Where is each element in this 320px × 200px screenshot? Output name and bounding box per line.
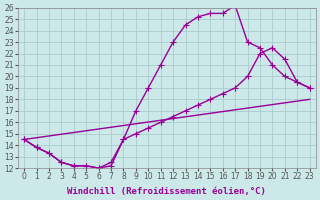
X-axis label: Windchill (Refroidissement éolien,°C): Windchill (Refroidissement éolien,°C) (68, 187, 266, 196)
